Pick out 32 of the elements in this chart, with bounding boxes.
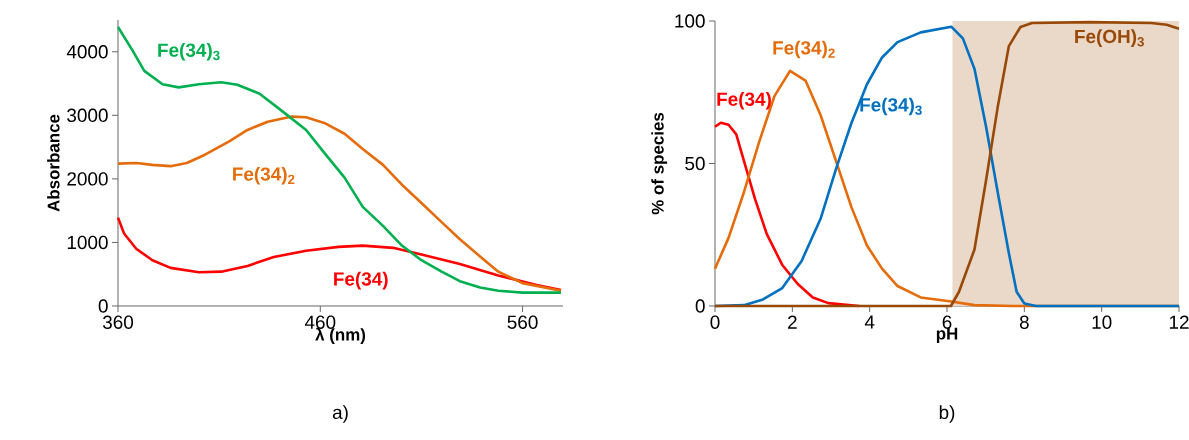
- x-tick-label: 10: [1092, 315, 1112, 329]
- series-label: Fe(34)$_{2}$: [233, 166, 295, 185]
- y-tick-label: 50: [685, 156, 705, 171]
- line-series: [116, 115, 563, 293]
- x-axis-title: pH: [936, 327, 958, 343]
- y-axis-title: Absorbance: [47, 114, 60, 212]
- series-label: Fe(34)$_{3}$: [158, 42, 220, 61]
- x-tick-label: 6: [942, 315, 952, 329]
- y-axis-title: % of species: [651, 112, 668, 215]
- x-tick-label: 0: [710, 315, 720, 329]
- series-label: Fe(34): [334, 271, 388, 290]
- x-tick-label: 460: [304, 315, 336, 329]
- series-label: Fe(34): [717, 91, 771, 110]
- x-tick-label: 8: [1019, 315, 1029, 329]
- line-series: [116, 25, 563, 294]
- x-tick-label: 560: [507, 315, 538, 329]
- x-tick-label: 360: [102, 315, 134, 329]
- series-label: Fe(34)$_{2}$: [773, 40, 835, 59]
- text: a): [332, 405, 348, 423]
- text: b): [939, 405, 955, 423]
- y-tick-label: 2000: [67, 172, 108, 186]
- x-tick-label: 4: [864, 315, 875, 329]
- y-tick-label: 100: [675, 14, 705, 28]
- x-tick-label: 2: [788, 315, 797, 329]
- y-tick-label: 0: [695, 299, 705, 313]
- x-tick-label: 12: [1169, 315, 1189, 329]
- y-tick-label: 1000: [67, 235, 108, 250]
- series-label: Fe(34)$_{3}$: [860, 97, 922, 116]
- y-tick-label: 0: [98, 299, 108, 313]
- y-tick-label: 4000: [66, 45, 108, 59]
- series-label: Fe(OH)$_{3}$: [1075, 29, 1144, 47]
- y-tick-label: 3000: [67, 108, 108, 123]
